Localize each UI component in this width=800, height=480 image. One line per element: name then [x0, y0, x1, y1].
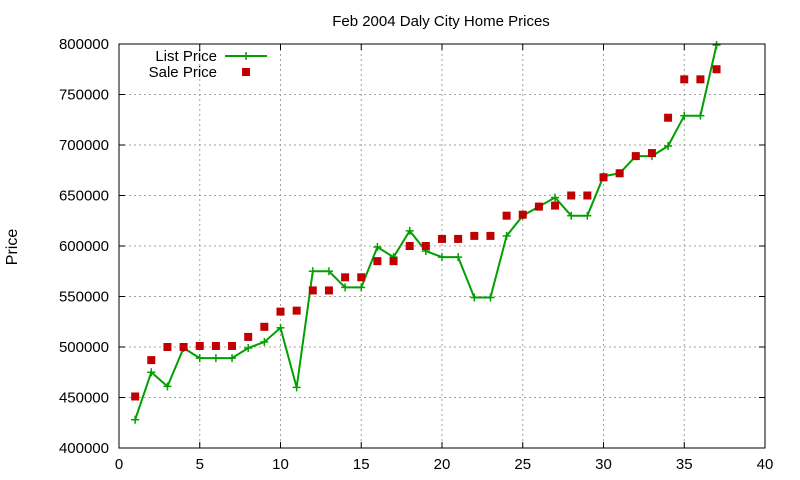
data-point	[211, 354, 220, 363]
data-point	[680, 75, 689, 84]
data-point	[308, 286, 317, 295]
data-point	[438, 253, 446, 262]
y-tick-label: 500000	[59, 339, 109, 356]
data-point	[712, 65, 721, 74]
series-sale-price	[131, 65, 721, 401]
data-point	[195, 354, 204, 363]
data-point	[583, 191, 592, 200]
y-tick-label: 400000	[59, 440, 109, 457]
y-tick-label: 700000	[59, 137, 109, 154]
data-point	[292, 306, 301, 315]
data-point	[228, 341, 237, 350]
data-point	[228, 354, 237, 363]
data-point	[308, 267, 317, 276]
data-point	[389, 257, 398, 266]
data-point	[341, 273, 350, 282]
data-point	[438, 234, 446, 243]
data-point	[244, 332, 253, 341]
legend-swatch-marker	[242, 68, 250, 76]
data-point	[260, 337, 269, 346]
legend-swatch-marker	[242, 52, 250, 60]
data-point	[195, 341, 204, 350]
x-tick-label: 10	[272, 456, 289, 473]
x-tick-label: 35	[676, 456, 693, 473]
data-point	[292, 383, 301, 392]
data-point	[131, 392, 140, 401]
x-tick-label: 30	[595, 456, 612, 473]
plot-frame	[118, 43, 766, 449]
chart-title: Feb 2004 Daly City Home Prices	[332, 13, 550, 30]
y-tick-label: 550000	[59, 289, 109, 306]
data-point	[647, 149, 656, 158]
x-tick-label: 20	[434, 456, 451, 473]
series-list-price	[131, 41, 721, 424]
x-tick-label: 5	[196, 456, 204, 473]
y-tick-label: 800000	[59, 36, 109, 53]
data-point	[696, 75, 705, 84]
data-point	[163, 343, 172, 351]
data-point	[276, 323, 285, 332]
tick-labels: 0 5 10 15 20 25 30 35 40 400000 450000 500000 550000…	[59, 36, 773, 473]
data-point	[599, 173, 608, 182]
data-point	[405, 242, 414, 250]
data-point	[664, 113, 673, 122]
data-point	[147, 356, 156, 365]
y-tick-label: 600000	[59, 238, 109, 255]
data-point	[260, 322, 269, 331]
series-line	[134, 44, 718, 421]
data-point	[373, 257, 382, 266]
data-point	[631, 152, 640, 161]
data-point	[454, 234, 463, 243]
y-tick-label: 750000	[59, 87, 109, 104]
data-point	[324, 267, 333, 276]
x-tick-label: 15	[353, 456, 370, 473]
x-tick-label: 40	[757, 456, 774, 473]
data-point	[664, 142, 673, 151]
data-point	[470, 231, 479, 240]
data-point	[615, 169, 624, 178]
data-point	[470, 293, 479, 302]
data-point	[357, 283, 366, 292]
data-point	[534, 202, 543, 211]
data-point	[163, 382, 172, 391]
legend-entry-label: Sale Price	[149, 64, 217, 81]
data-point	[373, 243, 382, 252]
data-point	[502, 211, 511, 220]
data-point	[131, 415, 140, 424]
y-axis-label: Price	[4, 229, 21, 266]
data-point	[147, 368, 156, 377]
series	[131, 41, 721, 424]
data-point	[583, 211, 592, 220]
data-point	[551, 193, 560, 202]
data-point	[454, 253, 463, 262]
x-tick-label: 25	[514, 456, 531, 473]
data-point	[551, 201, 560, 210]
data-point	[696, 111, 705, 120]
data-point	[518, 210, 527, 219]
data-point	[341, 283, 350, 292]
y-tick-label: 450000	[59, 390, 109, 407]
data-point	[244, 344, 253, 353]
data-point	[712, 41, 721, 50]
data-point	[567, 191, 576, 200]
data-point	[211, 341, 220, 350]
data-point	[486, 231, 495, 240]
data-point	[421, 242, 430, 250]
data-point	[567, 211, 576, 220]
data-point	[680, 111, 689, 120]
data-point	[405, 226, 414, 235]
data-point	[276, 307, 285, 316]
data-point	[486, 293, 495, 302]
data-point	[179, 343, 188, 351]
x-tick-label: 0	[115, 456, 123, 473]
grid	[119, 44, 765, 448]
legend-entry-label: List Price	[155, 48, 217, 65]
data-point	[502, 231, 511, 240]
data-point	[357, 273, 366, 282]
data-point	[324, 286, 333, 295]
y-tick-label: 650000	[59, 188, 109, 205]
